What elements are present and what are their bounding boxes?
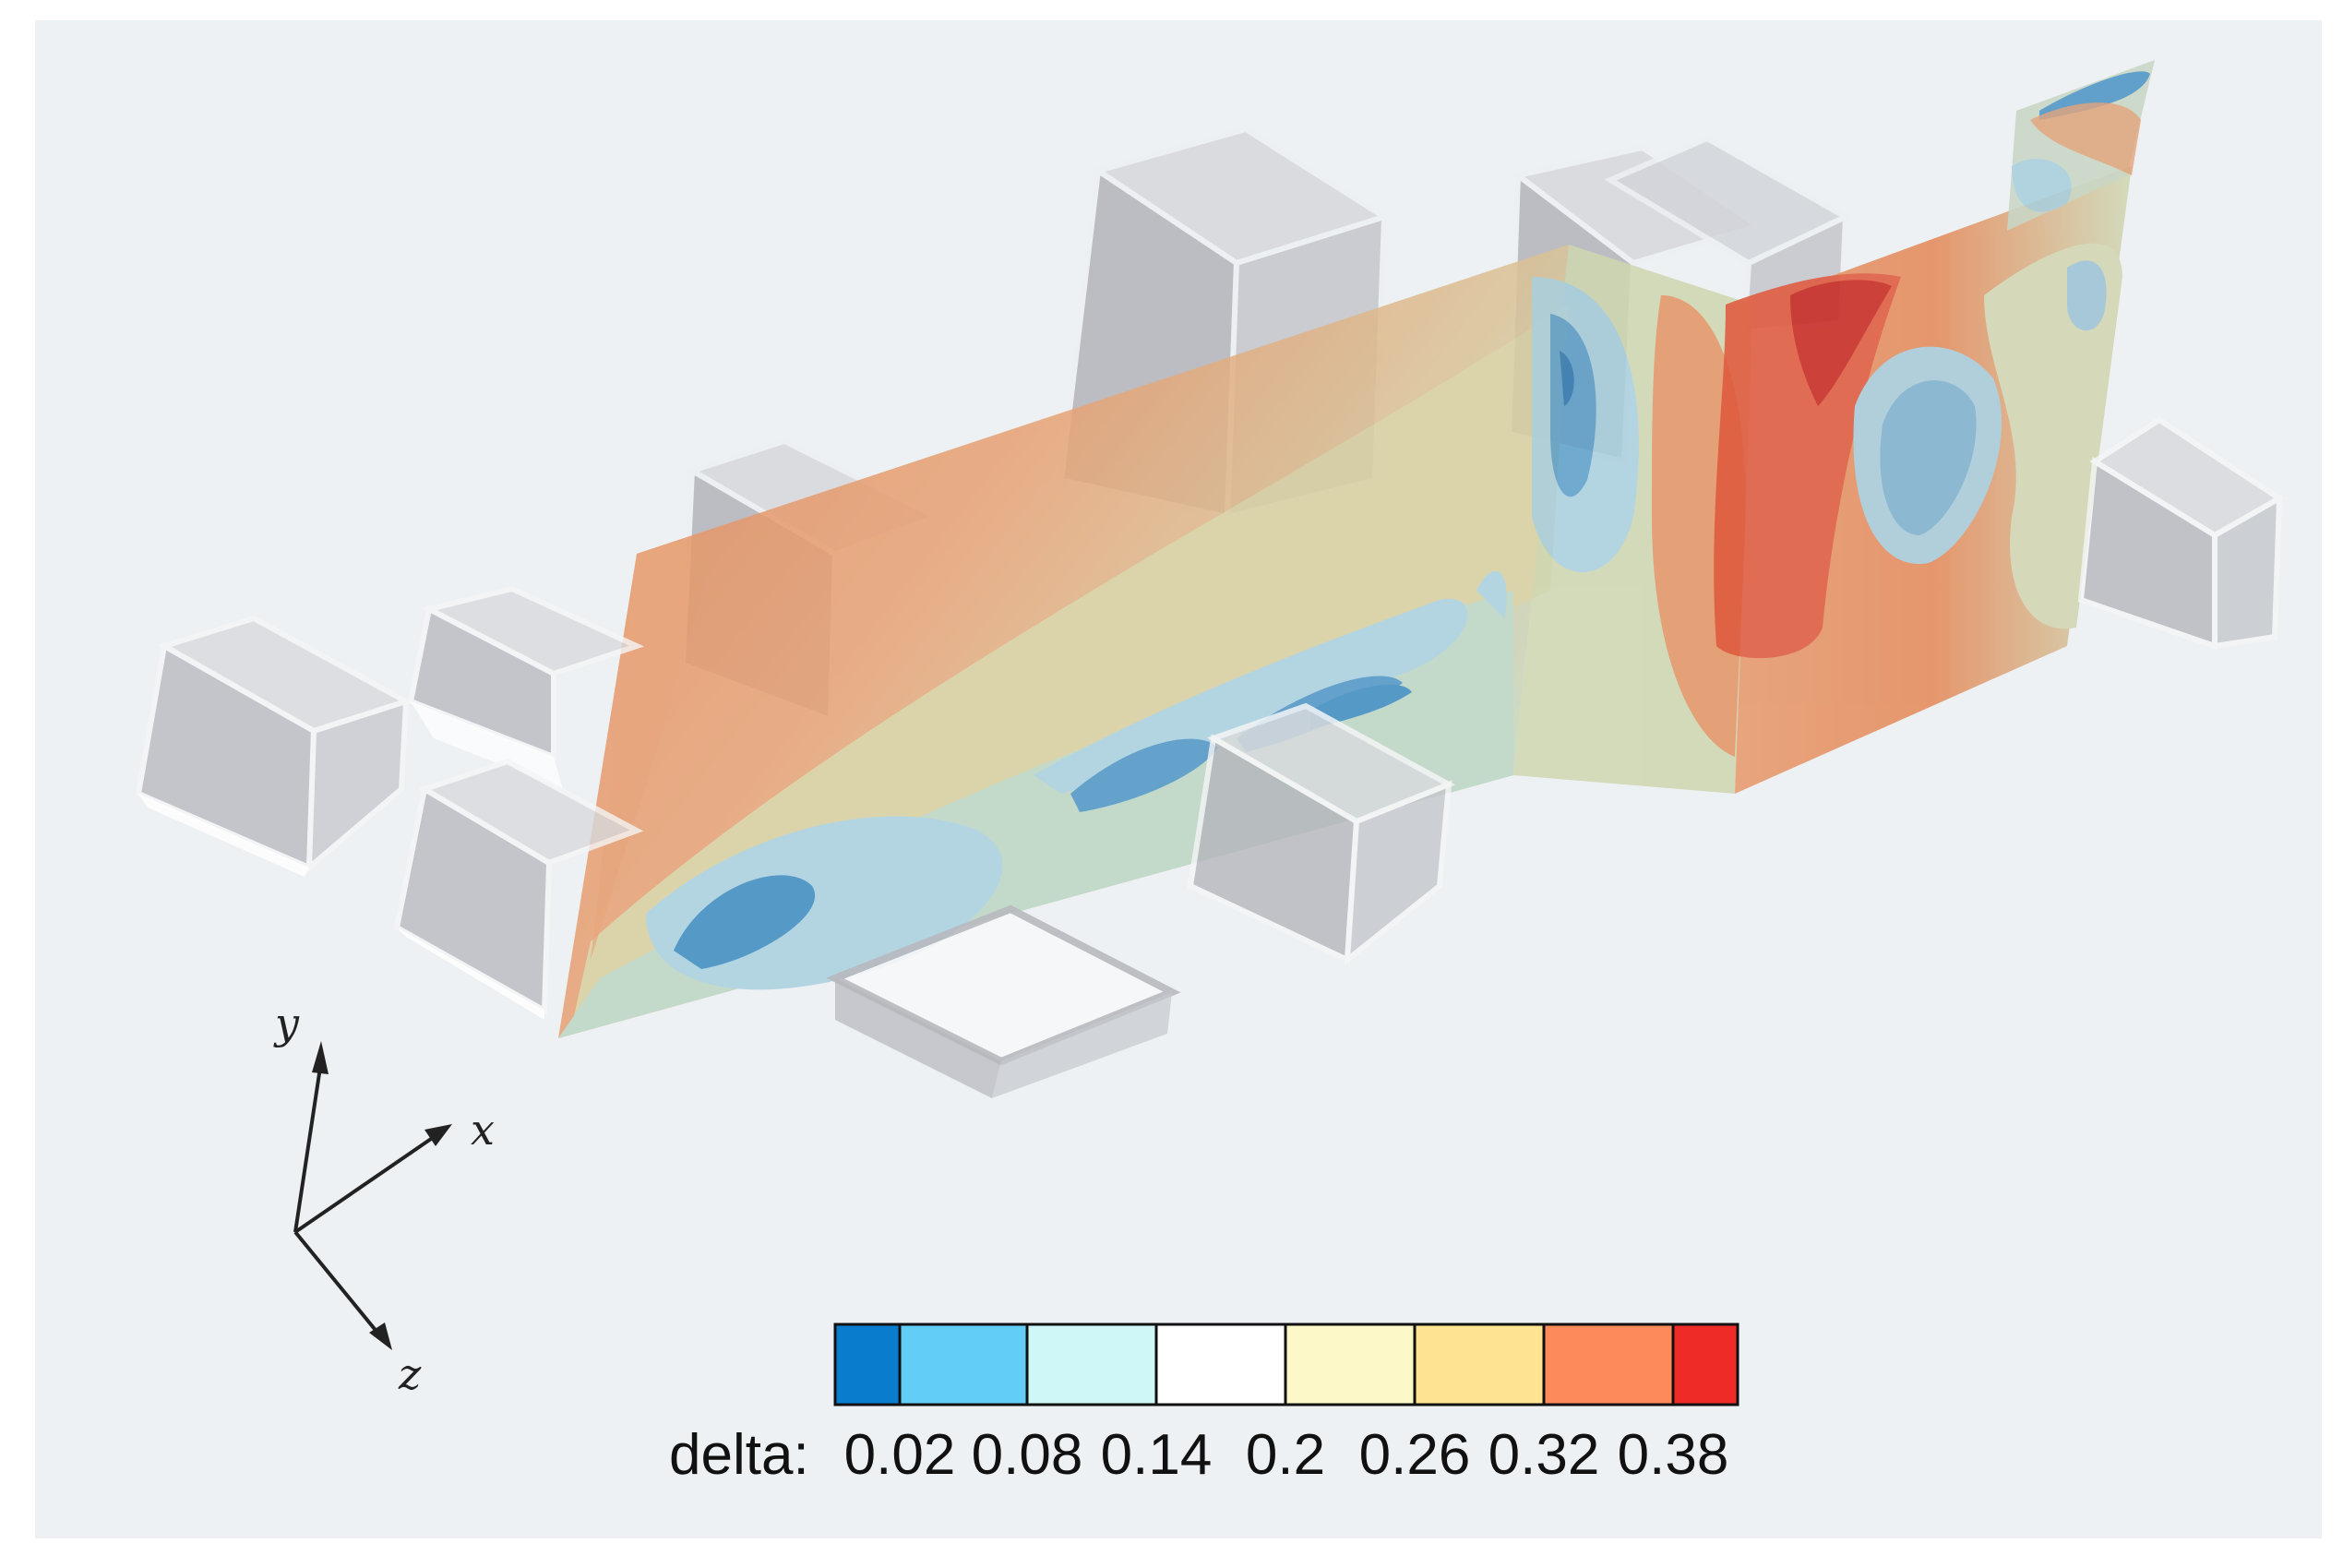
colorbar-swatch-5 (1284, 1323, 1417, 1406)
colorbar-swatch-8 (1671, 1323, 1739, 1406)
colorbar-tick-label: 0.32 (1488, 1423, 1600, 1487)
contour-slice-right (1714, 166, 2132, 794)
building-front-center (1187, 702, 1456, 966)
building-front-low (826, 904, 1181, 1098)
x-axis-label: x (471, 1105, 495, 1155)
z-axis-arrow (293, 1230, 380, 1335)
colorbar-tick-label: 0.14 (1101, 1423, 1213, 1487)
colorbar-swatch-2 (898, 1323, 1029, 1406)
colorbar-swatch-4 (1154, 1323, 1287, 1406)
colorbar-swatch-7 (1542, 1323, 1675, 1406)
colorbar-tick-label: 0.08 (972, 1423, 1083, 1487)
colorbar (833, 1323, 1739, 1406)
colorbar-swatch-3 (1025, 1323, 1158, 1406)
building-far-left (135, 615, 413, 877)
colorbar-tick-label: 0.2 (1246, 1423, 1325, 1487)
colorbar-swatch-6 (1413, 1323, 1546, 1406)
building-far-right (2077, 416, 2285, 651)
z-axis-label: z (398, 1349, 422, 1399)
building-left-3 (393, 758, 644, 1020)
contour-slice-middle (1513, 245, 1753, 794)
z-arrowhead-icon (369, 1323, 392, 1350)
contour-slice-far-right (2007, 60, 2155, 231)
colorbar-tick-label: 0.26 (1359, 1423, 1471, 1487)
colorbar-title: delta: (669, 1423, 809, 1487)
y-axis-label: y (273, 999, 300, 1048)
contour-slice-main (558, 245, 1569, 1038)
colorbar-tick-label: 0.02 (844, 1423, 956, 1487)
y-arrowhead-icon (312, 1041, 329, 1074)
colorbar-swatch-1 (833, 1323, 902, 1406)
colorbar-tick-label: 0.38 (1618, 1423, 1729, 1487)
building-left-2 (407, 585, 645, 789)
axis-triad (293, 1041, 452, 1350)
y-axis-arrow (293, 1060, 323, 1233)
x-arrowhead-icon (424, 1124, 452, 1146)
x-axis-arrow (293, 1135, 436, 1234)
colorbar-tick-labels: 0.02 0.08 0.14 0.2 0.26 0.32 0.38 (844, 1423, 1729, 1487)
